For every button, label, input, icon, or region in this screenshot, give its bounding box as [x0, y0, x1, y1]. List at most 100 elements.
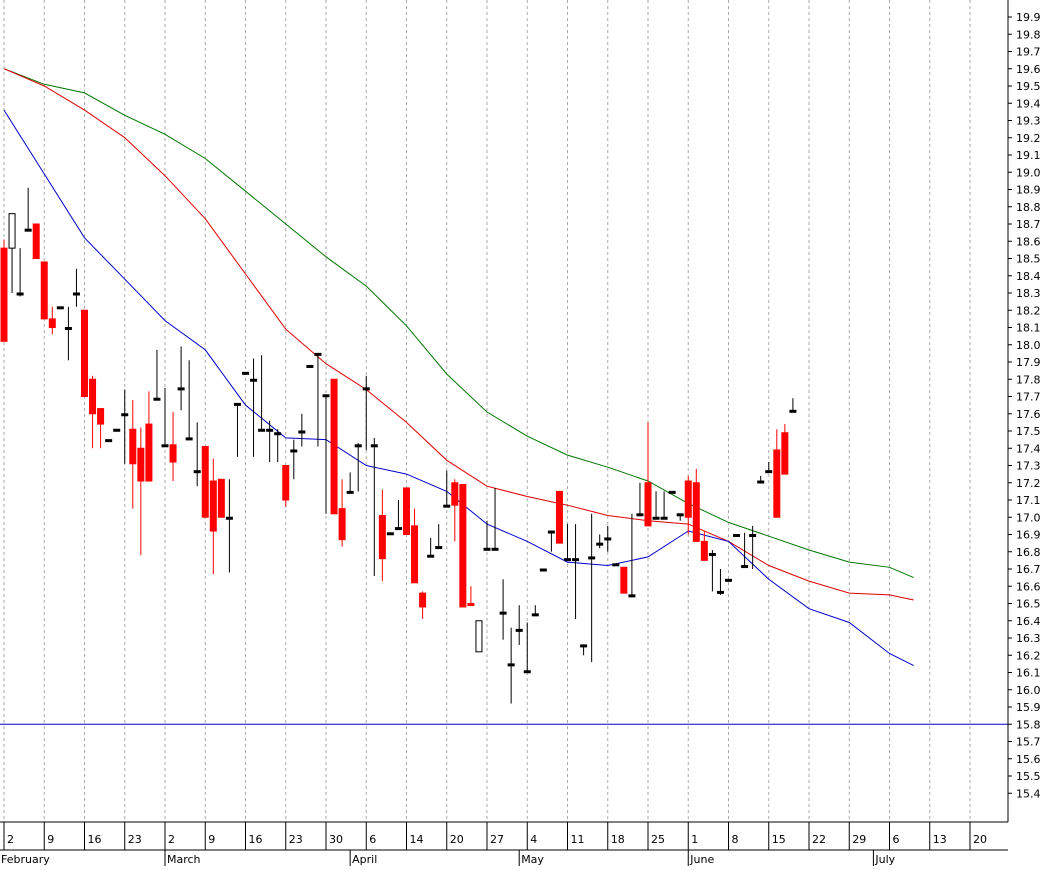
week-tick-label: 20	[450, 833, 464, 846]
week-tick-label: 9	[208, 833, 215, 846]
candle-body	[362, 387, 370, 391]
candle-body	[137, 447, 145, 482]
moving-average-fast	[3, 109, 914, 667]
candle-body	[81, 309, 88, 397]
candle-body	[145, 423, 153, 482]
price-tick-label: 17.7	[1016, 391, 1041, 404]
candle-body	[121, 413, 129, 417]
candle-body	[282, 465, 290, 501]
candle-body	[193, 470, 201, 474]
candle-body	[716, 590, 724, 594]
candle-body	[386, 532, 394, 536]
candle-body	[209, 480, 217, 532]
price-tick-label: 16.0	[1016, 684, 1041, 697]
candle-body	[242, 371, 249, 375]
candle-body	[676, 513, 684, 517]
candle-body	[97, 408, 105, 425]
candle-body	[733, 534, 741, 537]
week-tick-label: 4	[530, 833, 537, 846]
week-tick-label: 18	[611, 833, 625, 846]
candle-body	[773, 449, 781, 518]
candle-body	[507, 663, 515, 667]
week-tick-label: 16	[88, 833, 102, 846]
month-label: March	[167, 853, 201, 866]
price-tick-label: 18.5	[1016, 253, 1041, 266]
price-tick-label: 18.8	[1016, 201, 1041, 214]
price-tick-label: 19.8	[1016, 28, 1041, 41]
month-label: April	[352, 853, 377, 866]
week-tick-label: 22	[812, 833, 826, 846]
candle-body	[523, 670, 531, 674]
candle-body	[330, 378, 338, 515]
candle-body	[644, 482, 652, 527]
price-tick-label: 19.7	[1016, 46, 1041, 59]
candle-body	[322, 394, 330, 398]
price-tick-label: 19.4	[1016, 97, 1041, 110]
candle-body	[604, 537, 612, 541]
candle-body	[660, 516, 668, 520]
week-tick-label: 6	[893, 833, 900, 846]
week-tick-label: 16	[249, 833, 263, 846]
price-tick-label: 15.9	[1016, 701, 1041, 714]
candle-body	[56, 306, 64, 310]
moving-average-slow	[3, 68, 914, 579]
candle-body	[789, 409, 797, 413]
candle-body	[539, 568, 547, 572]
price-tick-label: 17.9	[1016, 356, 1041, 369]
month-label: May	[521, 853, 544, 866]
candle-body	[225, 516, 233, 520]
price-tick-label: 16.6	[1016, 580, 1041, 593]
week-tick-label: 6	[369, 833, 376, 846]
candle-body	[185, 437, 193, 441]
moving-average-mid	[3, 68, 914, 601]
price-tick-label: 15.4	[1016, 787, 1041, 800]
price-tick-label: 17.8	[1016, 373, 1041, 386]
price-tick-label: 18.3	[1016, 287, 1041, 300]
week-tick-label: 23	[128, 833, 142, 846]
candle-body	[668, 490, 676, 494]
candle-body	[266, 428, 274, 432]
candle-body	[129, 428, 137, 465]
week-tick-label: 23	[289, 833, 303, 846]
price-tick-label: 16.2	[1016, 649, 1041, 662]
week-tick-label: 30	[329, 833, 343, 846]
price-tick-label: 19.9	[1016, 11, 1041, 24]
price-tick-label: 19.3	[1016, 115, 1041, 128]
candle-body	[572, 558, 580, 562]
price-tick-label: 18.0	[1016, 339, 1041, 352]
week-tick-label: 15	[772, 833, 786, 846]
price-tick-label: 16.7	[1016, 563, 1041, 576]
candle-body	[588, 556, 596, 560]
candle-body	[72, 292, 80, 296]
price-tick-label: 19.0	[1016, 166, 1041, 179]
candle-body	[628, 594, 636, 598]
candle-body	[749, 534, 757, 537]
candle-body	[781, 432, 789, 475]
candle-body	[64, 327, 72, 330]
candle-body	[201, 446, 209, 518]
price-tick-label: 17.1	[1016, 494, 1041, 507]
candle-body	[596, 542, 604, 546]
price-tick-label: 17.3	[1016, 460, 1041, 473]
candle-body	[394, 527, 402, 531]
price-tick-label: 18.4	[1016, 270, 1041, 283]
candle-body	[700, 540, 708, 561]
candle-body	[250, 378, 258, 382]
candle-body	[443, 504, 451, 508]
price-tick-label: 18.9	[1016, 184, 1041, 197]
candle-body	[161, 444, 169, 448]
price-tick-label: 17.0	[1016, 511, 1041, 524]
candle-body	[48, 318, 56, 328]
week-tick-label: 9	[47, 833, 54, 846]
price-tick-label: 19.5	[1016, 80, 1041, 93]
week-tick-label: 8	[732, 833, 739, 846]
price-tick-label: 16.3	[1016, 632, 1041, 645]
candle-body	[217, 478, 225, 518]
month-label: July	[874, 853, 895, 866]
week-tick-label: 13	[933, 833, 947, 846]
candle-body	[378, 515, 386, 560]
candle-body	[105, 439, 113, 443]
